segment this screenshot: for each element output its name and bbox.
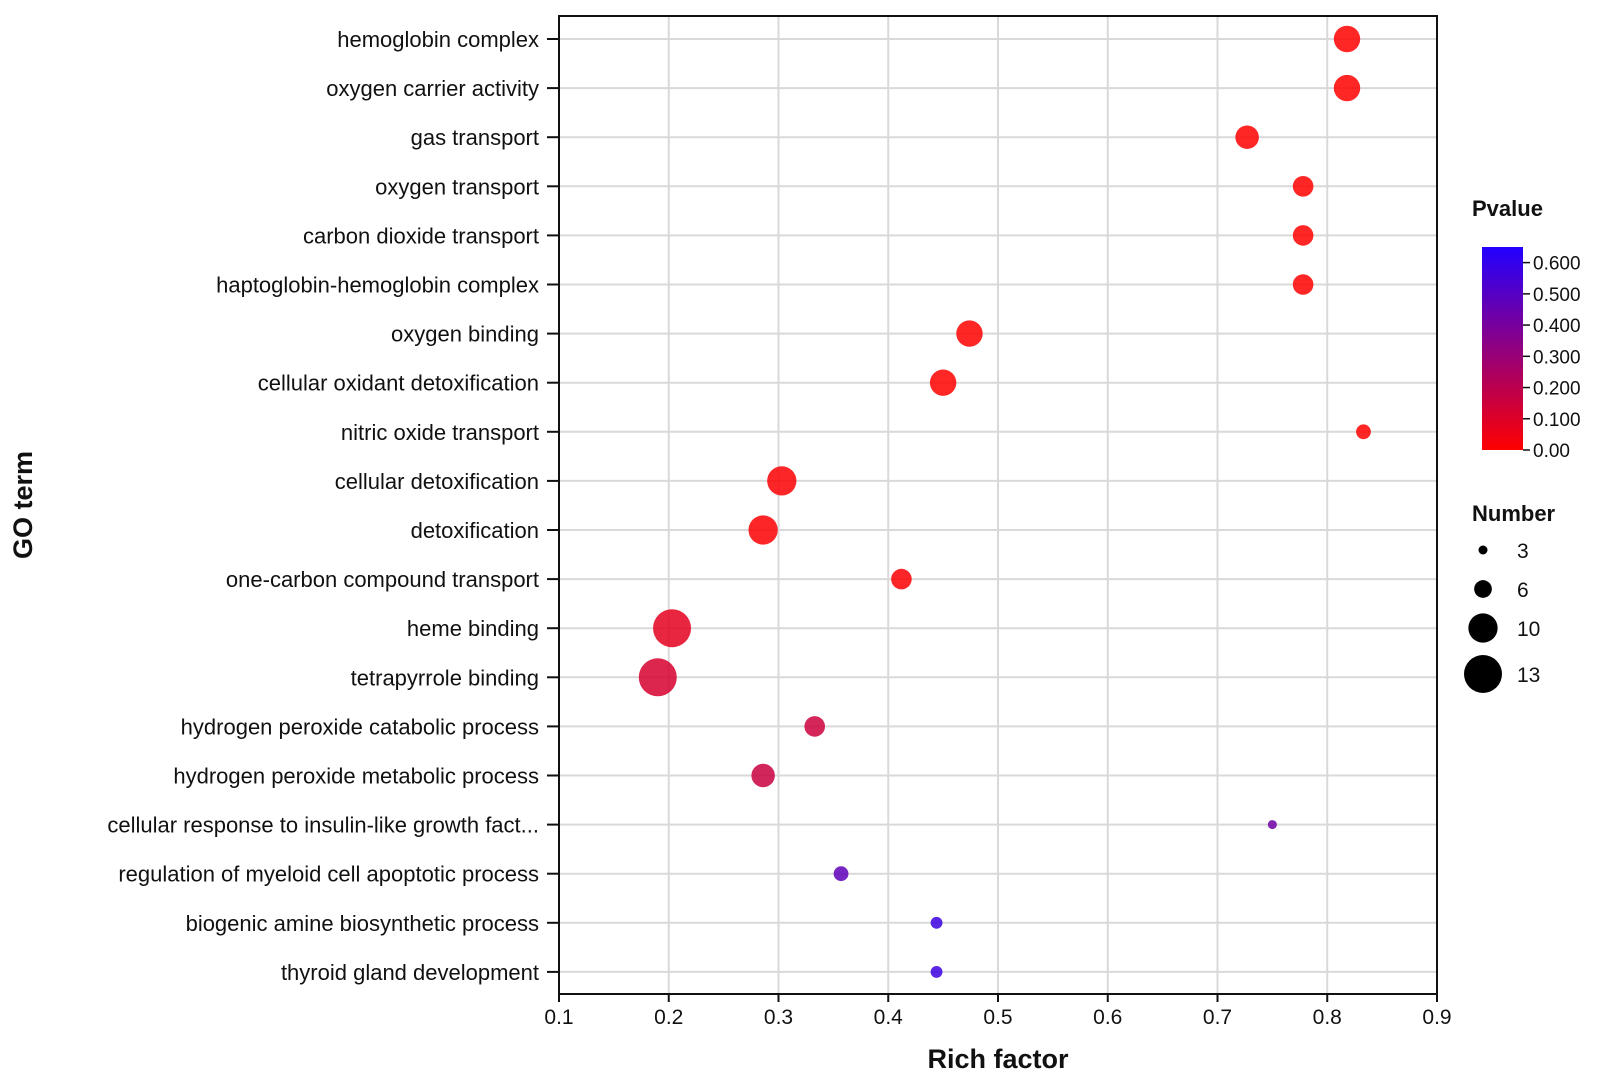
go-term-label: detoxification [411,518,539,543]
data-point [1292,274,1314,295]
go-term-labels: hemoglobin complex oxygen carrier activit… [107,27,559,985]
size-legend-label: 10 [1517,618,1540,641]
data-point [1356,424,1371,440]
data-point [956,320,983,347]
x-axis-title: Rich factor [927,1044,1069,1074]
go-term-label: gas transport [411,125,539,150]
x-axis-ticks: 0.1 0.2 0.3 0.4 0.5 0.6 0.7 0.8 0.9 [544,994,1452,1029]
data-point [1235,125,1259,149]
pvalue-tick-label: 0.300 [1533,347,1581,368]
size-legend-label: 6 [1517,579,1529,602]
go-term-label: tetrapyrrole binding [351,665,539,690]
pvalue-legend-title: Pvalue [1472,196,1543,221]
data-point [930,916,943,929]
size-legend-label: 3 [1517,540,1529,563]
data-point [638,658,677,697]
go-term-label: carbon dioxide transport [303,223,539,248]
x-tick-label: 0.9 [1422,1006,1451,1029]
go-term-label: one-carbon compound transport [226,567,539,592]
data-points [638,25,1371,978]
x-tick-label: 0.6 [1093,1006,1122,1029]
x-tick-label: 0.5 [983,1006,1012,1029]
data-point [1333,25,1361,53]
data-point [930,965,943,978]
go-term-label: hydrogen peroxide metabolic process [173,764,539,789]
size-legend-dot [1464,655,1502,693]
pvalue-color-legend: Pvalue 0.00 0.100 0.200 0.300 0.400 0.500 0.60… [1472,196,1581,462]
pvalue-tick-label: 0.200 [1533,379,1581,400]
size-legend-label: 13 [1517,664,1540,687]
pvalue-tick-label: 0.00 [1533,441,1570,462]
go-term-label: oxygen binding [391,322,539,347]
go-term-label: regulation of myeloid cell apoptotic pro… [118,862,539,887]
size-legend-dot [1468,613,1498,643]
go-term-label: biogenic amine biosynthetic process [186,911,539,936]
number-legend-title: Number [1472,501,1556,526]
data-point [804,716,826,737]
go-term-label: nitric oxide transport [341,420,539,445]
go-term-label: oxygen transport [375,174,539,199]
data-point [767,466,797,496]
data-point [748,515,778,545]
grid-lines [558,16,1438,994]
pvalue-tick-label: 0.500 [1533,285,1581,306]
x-tick-label: 0.1 [544,1006,573,1029]
pvalue-color-bar [1482,247,1523,450]
go-term-label: thyroid gland development [281,960,539,985]
go-term-label: heme binding [407,616,539,641]
go-term-label: cellular response to insulin-like growth… [107,813,539,838]
size-legend-dot [1474,580,1492,598]
pvalue-tick-label: 0.400 [1533,316,1581,337]
data-point [1292,176,1314,197]
size-legend-dot [1478,545,1488,555]
data-point [1292,225,1314,246]
data-point [751,763,775,788]
x-tick-label: 0.4 [874,1006,904,1029]
x-tick-label: 0.7 [1203,1006,1232,1029]
pvalue-tick-label: 0.100 [1533,410,1581,431]
x-tick-label: 0.8 [1313,1006,1342,1029]
go-term-label: hydrogen peroxide catabolic process [181,714,539,739]
x-tick-label: 0.2 [654,1006,683,1029]
y-axis-title: GO term [8,451,38,559]
data-point [891,568,912,590]
data-point [1267,820,1277,830]
x-tick-label: 0.3 [764,1006,793,1029]
go-term-label: cellular oxidant detoxification [258,371,539,396]
data-point [1333,74,1361,102]
go-term-label: haptoglobin-hemoglobin complex [216,273,539,298]
go-term-label: oxygen carrier activity [326,76,539,101]
go-term-label: cellular detoxification [335,469,539,494]
data-point [833,866,849,882]
data-point [929,369,957,396]
data-point [653,609,692,648]
pvalue-tick-label: 0.600 [1533,254,1581,275]
number-size-legend: Number 3 6 10 13 [1464,501,1556,693]
go-term-label: hemoglobin complex [337,27,539,52]
